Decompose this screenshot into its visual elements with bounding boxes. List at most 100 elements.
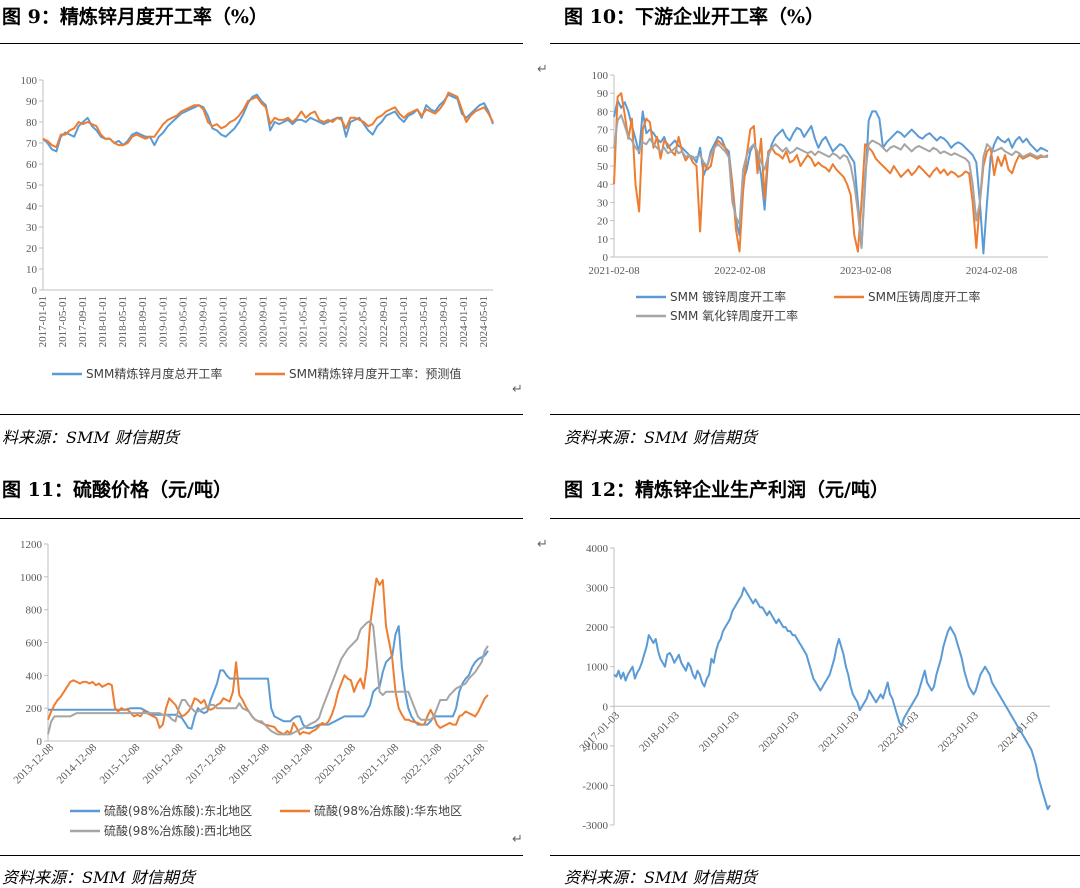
panel1-source: 料来源：SMM 财信期货 — [2, 428, 179, 447]
series-line — [613, 114, 1048, 249]
legend-label: SMM 氧化锌周度开工率 — [670, 308, 798, 323]
y-tick-label: 1000 — [20, 572, 43, 584]
series-line — [613, 99, 1049, 255]
y-tick-label: -1000 — [582, 741, 608, 753]
panel4-source: 资料来源：SMM 财信期货 — [564, 868, 757, 887]
panel4-bottom-rule — [550, 855, 1080, 856]
x-tick-label: 2024-05-01 — [478, 296, 490, 347]
y-tick-label: 20 — [597, 216, 609, 228]
x-tick-label: 2022-05-01 — [358, 296, 370, 347]
y-tick-label: 200 — [26, 703, 43, 715]
series-line — [47, 577, 489, 736]
return-mark-icon: ↵ — [537, 537, 548, 552]
y-tick-label: 50 — [26, 180, 38, 192]
series-line — [47, 620, 489, 736]
x-tick-label: 2023-09-01 — [438, 296, 450, 347]
x-tick-label: 2024-01-03 — [996, 709, 1041, 754]
y-tick-label: 10 — [597, 234, 609, 246]
return-mark-icon: ↵ — [512, 832, 523, 847]
x-tick-label: 2024-02-08 — [966, 265, 1018, 277]
x-tick-label: 2021-01-03 — [817, 709, 862, 754]
x-tick-label: 2022-01-03 — [876, 709, 921, 754]
x-tick-label: 2018-01-01 — [97, 296, 109, 347]
x-tick-label: 2019-01-01 — [157, 296, 169, 347]
x-tick-label: 2021-01-01 — [278, 296, 290, 347]
y-tick-label: 1200 — [20, 539, 43, 551]
x-tick-label: 2021-05-01 — [298, 296, 310, 347]
x-tick-label: 2023-02-08 — [840, 265, 892, 277]
y-tick-label: 10 — [26, 264, 38, 276]
y-tick-label: 0 — [603, 252, 609, 264]
x-tick-label: 2018-09-01 — [137, 296, 149, 347]
y-tick-label: 60 — [26, 159, 38, 171]
y-tick-label: 0 — [32, 285, 38, 297]
panel4-top-rule — [550, 518, 1080, 519]
x-tick-label: 2020-01-01 — [217, 296, 229, 347]
series-line — [42, 91, 494, 149]
y-tick-label: 100 — [21, 75, 38, 87]
series-line — [613, 586, 1051, 811]
panel2-chart: 0 10 20 30 40 50 60 70 80 90 100 2021-02-08 2022-02-… — [588, 70, 1049, 323]
legend-label: SMM精炼锌月度开工率：预测值 — [289, 366, 461, 381]
x-tick-label: 2020-09-01 — [258, 296, 270, 347]
x-tick-label: 2021-09-01 — [318, 296, 330, 347]
y-tick-label: 90 — [26, 96, 38, 108]
y-tick-label: 20 — [26, 243, 38, 255]
y-tick-label: 100 — [592, 70, 609, 82]
legend-label: 硫酸(98%冶炼酸):华东地区 — [314, 803, 462, 818]
y-tick-label: 400 — [26, 670, 43, 682]
y-tick-label: 800 — [26, 605, 43, 617]
panel4-chart: -3000-2000-1000010002000300040002017-01-… — [577, 543, 1051, 832]
x-tick-label: 2020-01-03 — [757, 709, 802, 754]
x-tick-label: 2019-09-01 — [197, 296, 209, 347]
y-tick-label: 2000 — [586, 622, 609, 634]
y-tick-label: 70 — [597, 125, 609, 137]
x-tick-label: 2018-05-01 — [117, 296, 129, 347]
x-tick-label: 2024-01-01 — [458, 296, 470, 347]
x-tick-label: 2017-09-01 — [77, 296, 89, 347]
y-tick-label: 40 — [597, 179, 609, 191]
legend-label: 硫酸(98%冶炼酸):西北地区 — [104, 823, 252, 838]
panel3-title: 图 11：硫酸价格（元/吨） — [2, 479, 232, 501]
panel3-source: 资料来源：SMM 财信期货 — [2, 868, 195, 887]
x-tick-label: 2023-01-01 — [398, 296, 410, 347]
x-tick-label: 2018-01-03 — [637, 709, 682, 754]
x-tick-label: 2023-05-01 — [418, 296, 430, 347]
panel3-top-rule — [0, 518, 523, 519]
y-tick-label: 30 — [26, 222, 38, 234]
return-mark-icon: ↵ — [537, 62, 548, 77]
x-tick-label: 2017-05-01 — [57, 296, 69, 347]
return-mark-icon: ↵ — [512, 382, 523, 397]
y-tick-label: 80 — [597, 106, 609, 118]
panel2-source: 资料来源：SMM 财信期货 — [564, 428, 757, 447]
y-tick-label: -2000 — [582, 780, 608, 792]
x-tick-label: 2021-02-08 — [588, 265, 640, 277]
panel2-top-rule — [550, 43, 1080, 44]
y-tick-label: 50 — [597, 161, 609, 173]
panel3-chart: 0200400600800100012002013-12-082014-12-0… — [11, 539, 489, 838]
y-tick-label: 90 — [597, 88, 609, 100]
x-tick-label: 2023-01-03 — [936, 709, 981, 754]
y-tick-label: 600 — [26, 638, 43, 650]
panel3-bottom-rule — [0, 855, 523, 856]
panel1-chart: 0 10 20 30 40 50 60 70 80 90 100 2017-01-01 2017-05-… — [21, 75, 494, 381]
panel1-bottom-rule — [0, 414, 523, 415]
x-tick-label: 2019-05-01 — [177, 296, 189, 347]
x-tick-label: 2022-02-08 — [714, 265, 766, 277]
panel2-title: 图 10：下游企业开工率（%） — [564, 6, 825, 28]
y-tick-label: 30 — [597, 197, 609, 209]
y-tick-label: 1000 — [586, 662, 609, 674]
y-tick-label: 70 — [26, 138, 38, 150]
x-tick-label: 2022-01-01 — [338, 296, 350, 347]
y-tick-label: 60 — [597, 143, 609, 155]
panel1-title: 图 9：精炼锌月度开工率（%） — [2, 6, 268, 28]
panel2-bottom-rule — [550, 414, 1080, 415]
x-tick-label: 2019-01-03 — [697, 709, 742, 754]
y-tick-label: 80 — [26, 117, 38, 129]
panel4-title: 图 12：精炼锌企业生产利润（元/吨） — [564, 479, 889, 501]
y-tick-label: -3000 — [582, 820, 608, 832]
legend-label: 硫酸(98%冶炼酸):东北地区 — [104, 803, 252, 818]
legend-label: SMM压铸周度开工率 — [868, 289, 980, 304]
y-tick-label: 3000 — [586, 583, 609, 595]
y-tick-label: 0 — [603, 701, 609, 713]
